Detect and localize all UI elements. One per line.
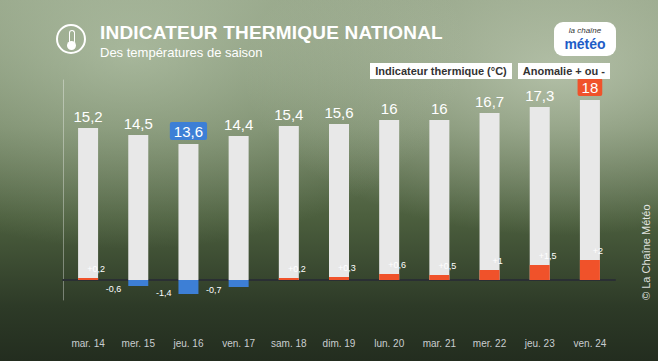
svg-text:13,6: 13,6 — [174, 123, 203, 140]
html-text:INDICATEUR THERMIQUE NATIONAL: INDICATEUR THERMIQUE NATIONAL — [100, 22, 443, 43]
svg-text:mer. 15: mer. 15 — [122, 338, 156, 349]
svg-text:+0,3: +0,3 — [338, 263, 356, 273]
svg-text:mar. 21: mar. 21 — [423, 338, 457, 349]
svg-text:ven. 17: ven. 17 — [222, 338, 255, 349]
svg-text:+2: +2 — [593, 246, 603, 256]
svg-text:+0,2: +0,2 — [87, 264, 105, 274]
svg-text:-1,4: -1,4 — [156, 288, 172, 298]
svg-text:16: 16 — [381, 100, 398, 117]
svg-text:-0,6: -0,6 — [106, 284, 122, 294]
svg-text:15,6: 15,6 — [324, 104, 353, 121]
svg-text:lun. 20: lun. 20 — [374, 338, 404, 349]
html-text:Indicateur thermique (°C): Indicateur thermique (°C) — [375, 65, 507, 77]
svg-text:16,7: 16,7 — [475, 93, 504, 110]
svg-text:+1: +1 — [492, 256, 502, 266]
svg-text:15,2: 15,2 — [73, 108, 102, 125]
html-text:la chaîne: la chaîne — [568, 26, 602, 35]
svg-text:jeu. 16: jeu. 16 — [172, 338, 203, 349]
svg-text:16: 16 — [431, 100, 448, 117]
svg-text:15,4: 15,4 — [274, 106, 303, 123]
svg-text:dim. 19: dim. 19 — [323, 338, 356, 349]
svg-text:+1,5: +1,5 — [539, 251, 557, 261]
svg-text:mar. 14: mar. 14 — [71, 338, 105, 349]
html-text:météo: météo — [564, 36, 606, 52]
svg-text:14,4: 14,4 — [224, 116, 253, 133]
svg-text:+0,5: +0,5 — [438, 261, 456, 271]
html-text:© La Chaîne Météo: © La Chaîne Météo — [640, 204, 652, 300]
svg-text:+0,6: +0,6 — [388, 260, 406, 270]
svg-text:mer. 22: mer. 22 — [473, 338, 507, 349]
svg-text:sam. 18: sam. 18 — [271, 338, 307, 349]
svg-text:+0,2: +0,2 — [288, 264, 306, 274]
html-text:Des températures de saison: Des températures de saison — [100, 45, 263, 60]
svg-text:17,3: 17,3 — [525, 87, 554, 104]
svg-text:ven. 24: ven. 24 — [574, 338, 607, 349]
svg-text:-0,7: -0,7 — [206, 285, 222, 295]
svg-text:18: 18 — [582, 79, 599, 96]
svg-text:14,5: 14,5 — [124, 115, 153, 132]
svg-text:jeu. 23: jeu. 23 — [524, 338, 555, 349]
html-text:Anomalie + ou -: Anomalie + ou - — [522, 65, 605, 77]
